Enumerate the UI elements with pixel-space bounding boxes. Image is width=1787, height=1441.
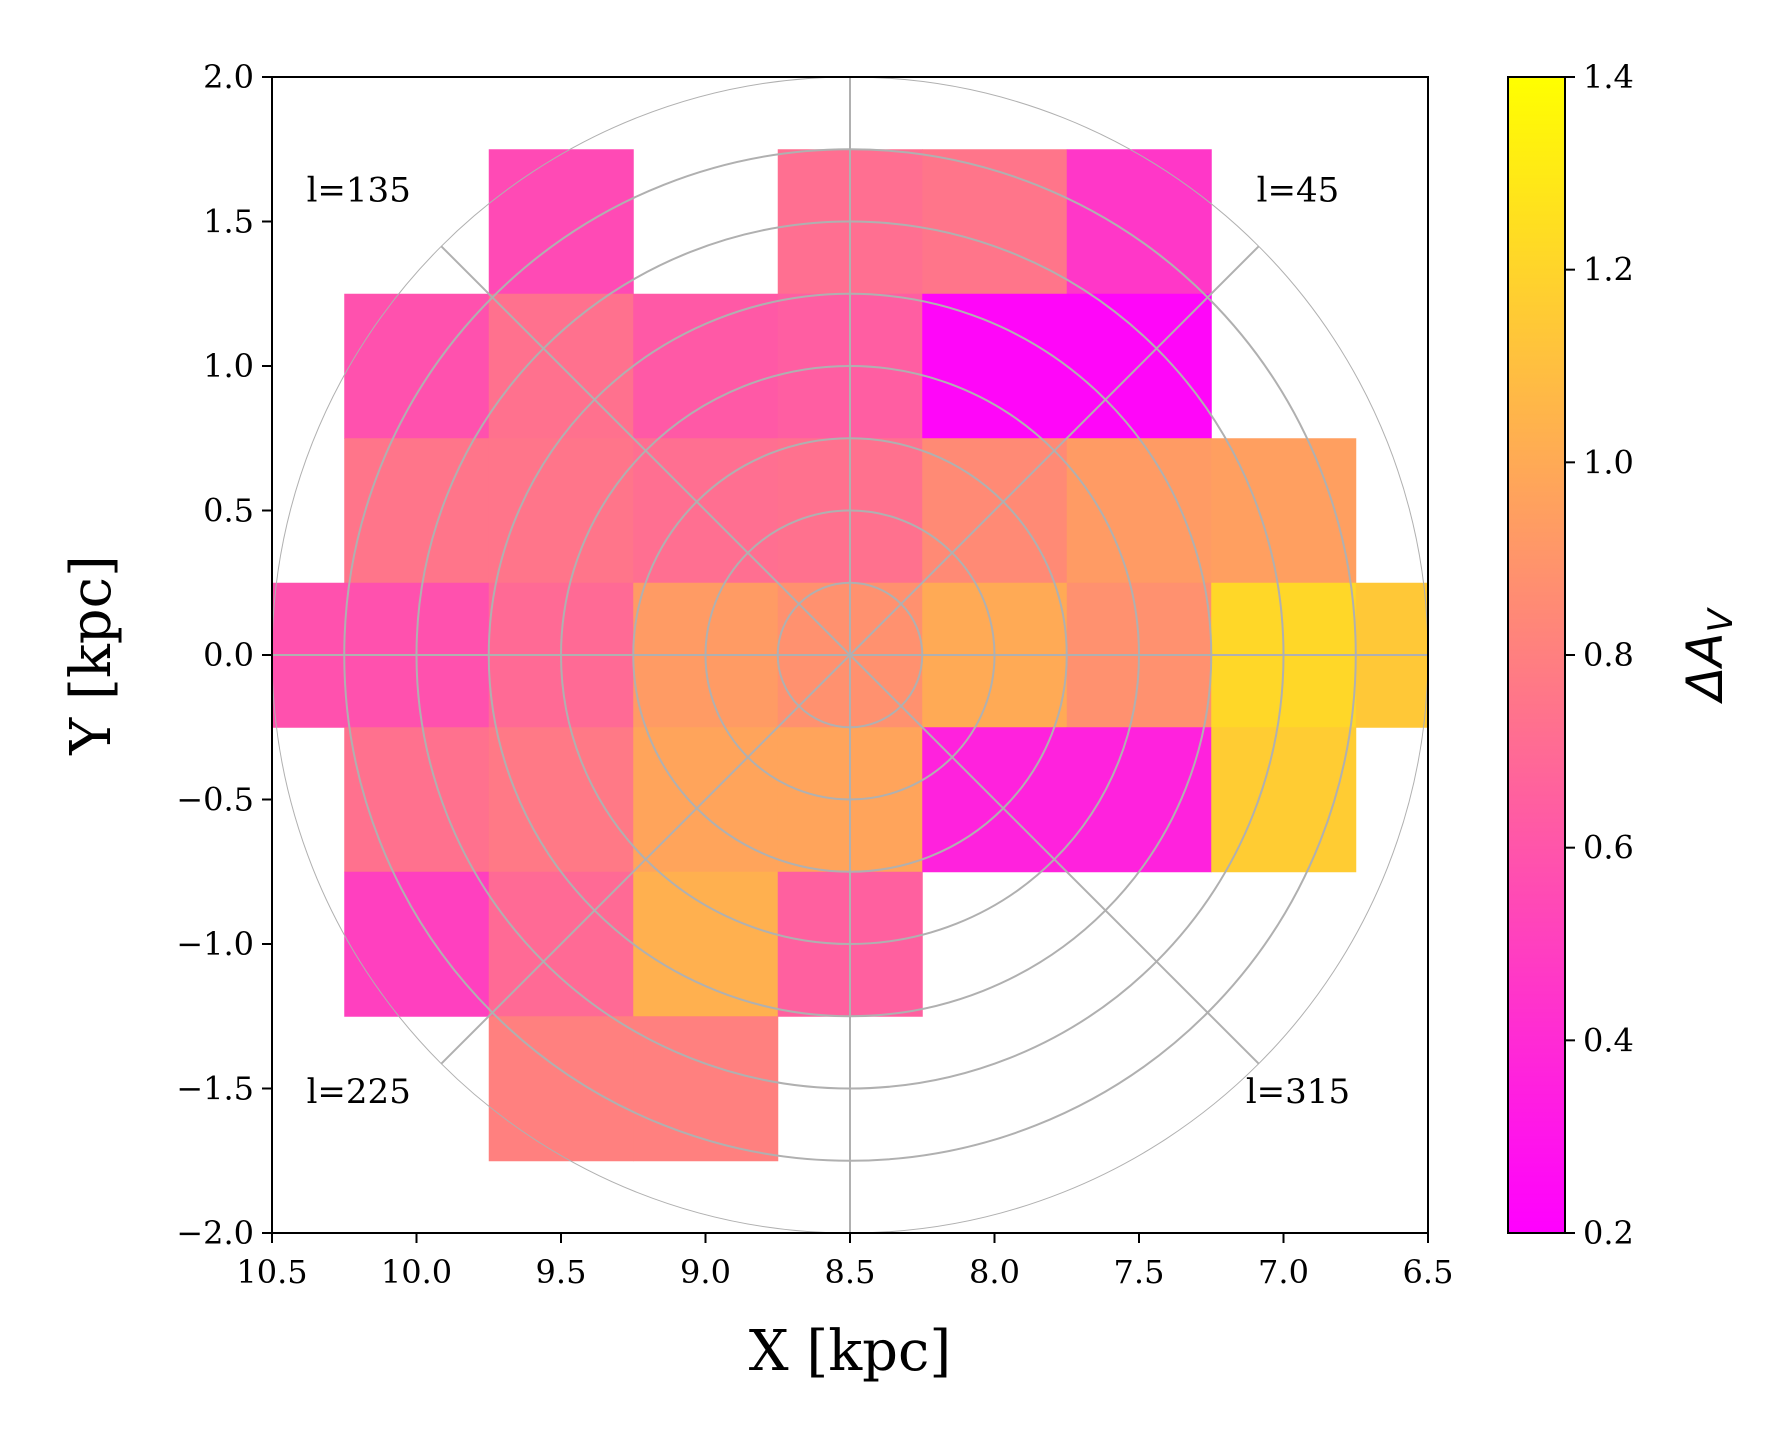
heatmap-cell-38 [633, 1016, 779, 1162]
colorbar-tick-label-6: 1.4 [1583, 58, 1634, 96]
colorbar-label: ΔAV [1676, 606, 1741, 704]
svg-text:ΔAV: ΔAV [1676, 606, 1741, 704]
heatmap-cell-32 [1211, 727, 1357, 873]
x-tick-label-0: 10.5 [236, 1253, 307, 1291]
heatmap-cell-8 [922, 293, 1068, 439]
heatmap-cell-27 [488, 727, 634, 873]
heatmap-cell-0 [488, 149, 634, 295]
heatmap-cell-2 [922, 149, 1068, 295]
heatmap-cell-33 [344, 871, 490, 1017]
annotation-l315: l=315 [1246, 1072, 1350, 1112]
heatmap-cell-6 [633, 293, 779, 439]
colorbar-tick-label-0: 0.2 [1583, 1214, 1634, 1252]
x-tick-label-8: 6.5 [1403, 1253, 1454, 1291]
colorbar-tick-label-2: 0.6 [1583, 829, 1634, 867]
heatmap-cell-31 [1066, 727, 1212, 873]
grid-spoke-1 [849, 245, 1260, 656]
longitude-annotations: l=135 l=45 l=225 l=315 [307, 170, 1351, 1112]
heatmap-cell-16 [1211, 438, 1357, 584]
y-axis-ticks: 2.0 1.5 1.0 0.5 0.0 −0.5 −1.0 −1.5 −2.0 [176, 58, 272, 1252]
x-tick-label-4: 8.5 [825, 1253, 876, 1291]
y-tick-label-1: 1.5 [203, 203, 254, 241]
y-axis-label: Y [kpc] [59, 555, 124, 756]
x-tick-label-6: 7.5 [1114, 1253, 1165, 1291]
heatmap-cell-15 [1066, 438, 1212, 584]
annotation-l45: l=45 [1257, 170, 1340, 210]
heatmap-cell-37 [488, 1016, 634, 1162]
grid-spoke-3 [440, 245, 851, 656]
colorbar-tick-label-3: 0.8 [1583, 636, 1634, 674]
y-tick-label-6: −1.0 [176, 925, 254, 963]
x-tick-label-7: 7.0 [1258, 1253, 1309, 1291]
y-tick-label-3: 0.5 [203, 492, 254, 530]
grid-spoke-7 [849, 654, 1260, 1065]
colorbar-ticks: 0.2 0.4 0.6 0.8 1.0 1.2 1.4 [1565, 58, 1634, 1252]
x-axis-ticks: 10.5 10.0 9.5 9.0 8.5 8.0 7.5 7.0 6.5 [236, 1233, 1453, 1291]
y-tick-label-2: 1.0 [203, 347, 254, 385]
x-tick-label-5: 8.0 [969, 1253, 1020, 1291]
heatmap-cell-3 [1066, 149, 1212, 295]
colorbar-tick-label-4: 1.0 [1583, 443, 1634, 481]
x-tick-label-3: 9.0 [680, 1253, 731, 1291]
y-tick-label-8: −2.0 [176, 1214, 254, 1252]
heatmap-cell-11 [488, 438, 634, 584]
colorbar-tick-label-1: 0.4 [1583, 1021, 1634, 1059]
y-tick-label-4: 0.0 [203, 636, 254, 674]
y-tick-label-7: −1.5 [176, 1070, 254, 1108]
x-axis-label: X [kpc] [749, 1319, 952, 1384]
colorbar-label-main: ΔA [1676, 632, 1734, 704]
y-tick-label-5: −0.5 [176, 781, 254, 819]
polar-grid [272, 77, 1428, 1233]
x-tick-label-2: 9.5 [536, 1253, 587, 1291]
annotation-l225: l=225 [307, 1072, 411, 1112]
y-tick-label-0: 2.0 [203, 58, 254, 96]
x-tick-label-1: 10.0 [381, 1253, 452, 1291]
colorbar-label-sub: V [1701, 606, 1741, 632]
annotation-l135: l=135 [307, 170, 411, 210]
heatmap-cell-26 [344, 727, 490, 873]
heatmap-cell-4 [344, 293, 490, 439]
grid-spoke-5 [440, 654, 851, 1065]
heatmap-cell-35 [633, 871, 779, 1017]
colorbar-tick-label-5: 1.2 [1583, 251, 1634, 289]
colorbar [1507, 76, 1566, 1234]
heatmap-cell-10 [344, 438, 490, 584]
